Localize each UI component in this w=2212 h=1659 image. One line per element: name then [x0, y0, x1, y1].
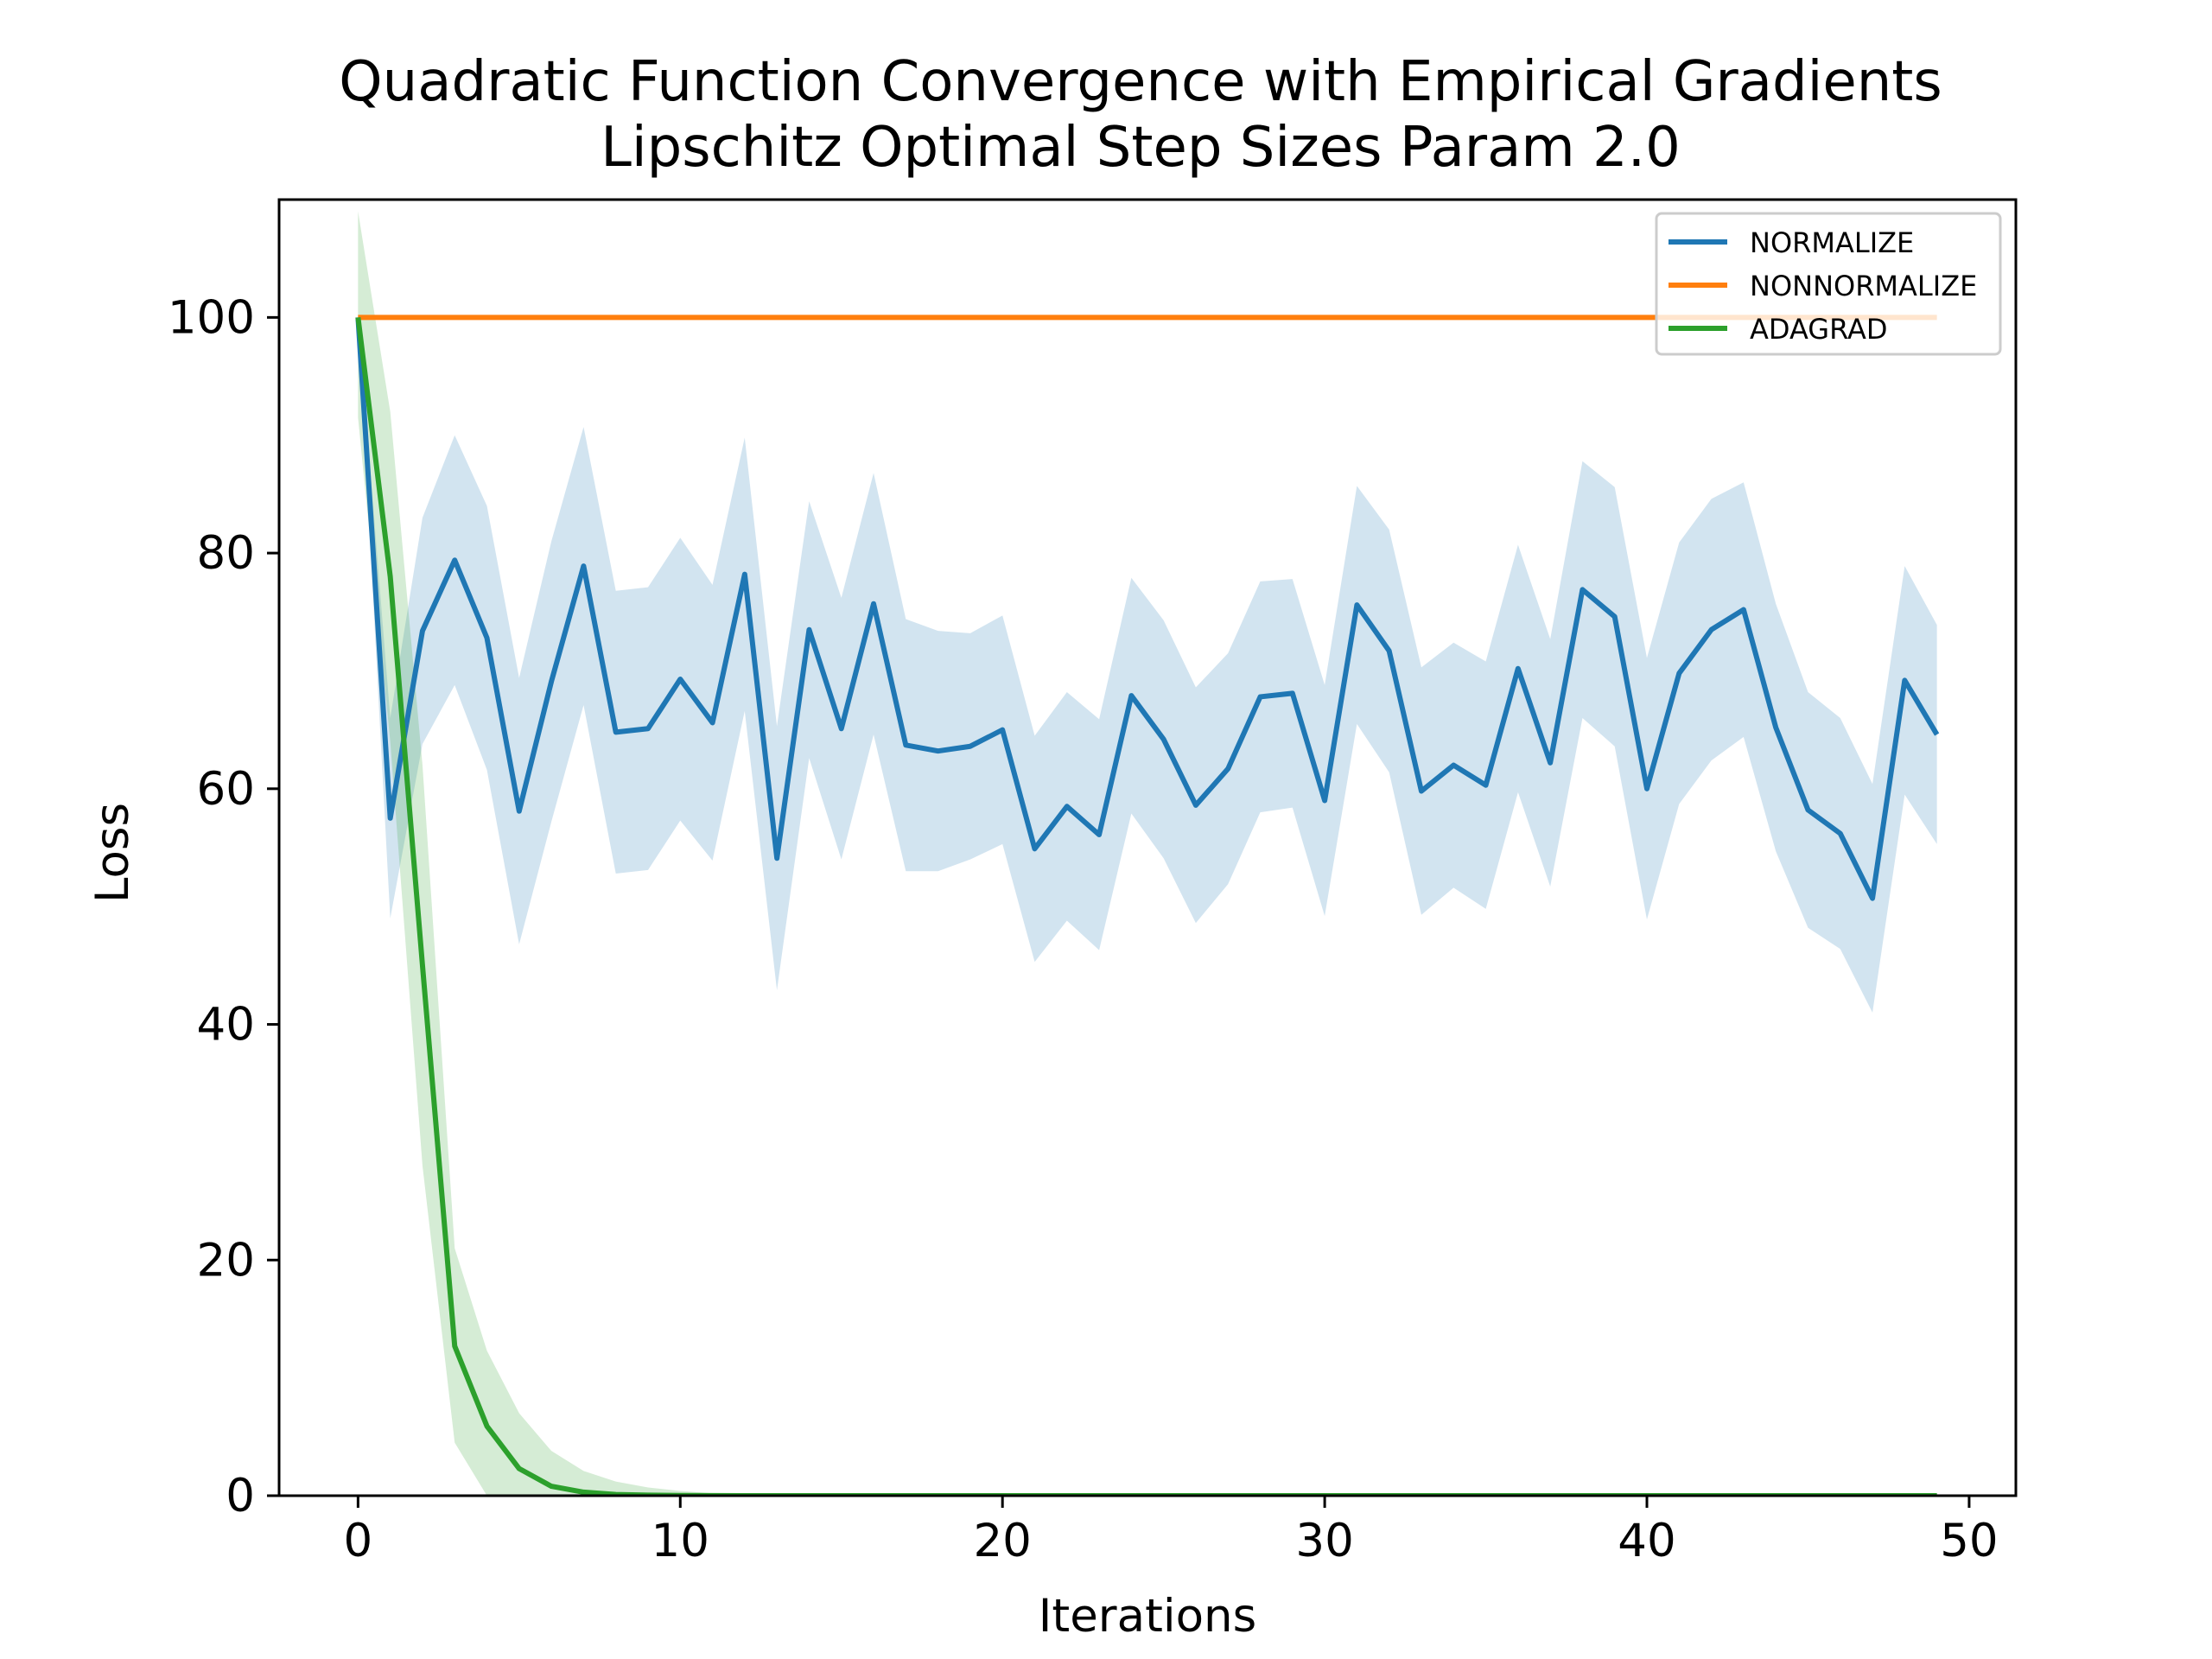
legend-label-normalize: NORMALIZE: [1750, 226, 1914, 259]
chart-title: Quadratic Function Convergence with Empi…: [339, 50, 1942, 114]
plot-area: 0 10 20 30 40 50 0 20 40 60 80 100: [168, 198, 2018, 1567]
chart-subtitle: Lipschitz Optimal Step Sizes Param 2.0: [601, 116, 1681, 180]
series-line-normalize: [355, 317, 1940, 901]
x-tick-label: 10: [652, 1515, 709, 1567]
x-tick-label: 30: [1295, 1515, 1353, 1567]
y-tick-label: 20: [197, 1234, 255, 1287]
x-axis-label: Iterations: [1039, 1590, 1256, 1643]
y-axis-label: Loss: [86, 803, 139, 903]
plot-content: [355, 211, 1940, 1496]
x-tick-label: 40: [1618, 1515, 1675, 1567]
legend: NORMALIZE NONNORMALIZE ADAGRAD: [1655, 212, 2002, 356]
band-normalize: [358, 317, 1937, 1013]
y-tick-label: 100: [168, 291, 255, 344]
y-tick-label: 40: [197, 999, 255, 1052]
plot-frame: [277, 198, 2018, 1497]
x-tick-label: 0: [343, 1515, 372, 1567]
x-tick-label: 50: [1940, 1515, 1998, 1567]
band-adagrad: [358, 211, 1937, 1496]
y-tick-label: 80: [197, 527, 255, 580]
legend-box: [1655, 212, 2002, 356]
y-tick-label: 0: [226, 1470, 255, 1522]
legend-label-adagrad: ADAGRAD: [1750, 313, 1888, 346]
y-tick-label: 60: [197, 763, 255, 816]
legend-label-nonnormalize: NONNORMALIZE: [1750, 270, 1977, 302]
x-tick-label: 20: [973, 1515, 1031, 1567]
